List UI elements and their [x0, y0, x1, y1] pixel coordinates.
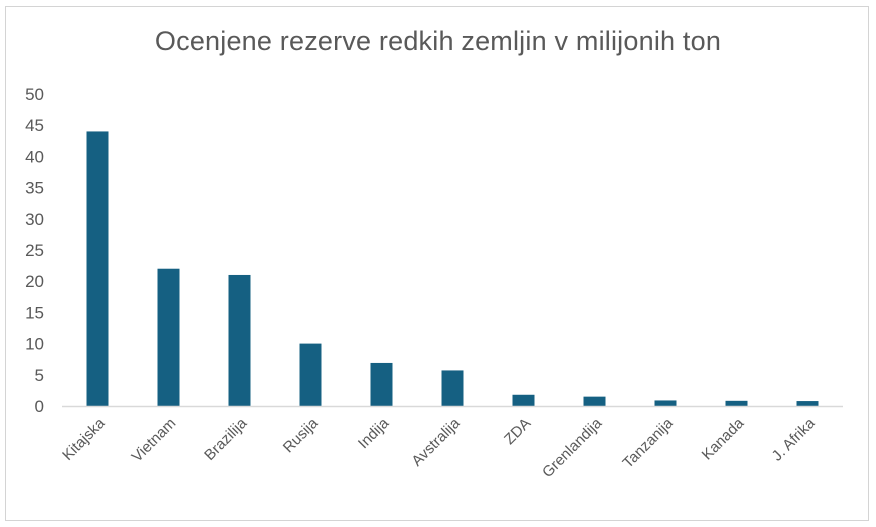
x-category-label: Avstralija [408, 414, 463, 469]
y-tick-label: 35 [25, 179, 44, 198]
bar-vietnam [157, 268, 180, 406]
y-tick-label: 50 [25, 85, 44, 104]
bar-brazilija [228, 274, 251, 406]
bar-kanada [725, 400, 748, 406]
y-tick-label: 15 [25, 303, 44, 322]
x-category-label: J. Afrika [769, 414, 819, 464]
bar-kitajska [86, 131, 109, 406]
x-category-label: Indija [355, 414, 393, 452]
bar-avstralija [441, 370, 464, 406]
y-tick-label: 40 [25, 147, 44, 166]
x-category-label: Kitajska [59, 414, 109, 464]
bar-grenlandija [583, 396, 606, 406]
bar-tanzanija [654, 400, 677, 406]
x-category-label: Brazilija [201, 414, 251, 464]
y-tick-label: 20 [25, 272, 44, 291]
y-tick-label: 45 [25, 116, 44, 135]
y-tick-label: 25 [25, 241, 44, 260]
bar-zda [512, 394, 535, 406]
chart-frame [5, 6, 869, 521]
y-tick-label: 0 [35, 397, 44, 416]
x-category-label: Tanzanija [619, 414, 676, 471]
x-category-label: Rusija [280, 414, 322, 456]
bar-j-afrika [796, 401, 819, 406]
bar-indija [370, 362, 393, 406]
bar-rusija [299, 343, 322, 406]
x-category-label: Kanada [699, 414, 748, 463]
x-category-label: Vietnam [129, 415, 180, 466]
chart-title: Ocenjene rezerve redkih zemljin v milijo… [154, 26, 722, 56]
y-tick-label: 30 [25, 210, 44, 229]
x-category-label: ZDA [501, 415, 534, 448]
y-tick-label: 10 [25, 335, 44, 354]
y-tick-label: 5 [35, 366, 44, 385]
x-category-label: Grenlandija [539, 414, 606, 481]
